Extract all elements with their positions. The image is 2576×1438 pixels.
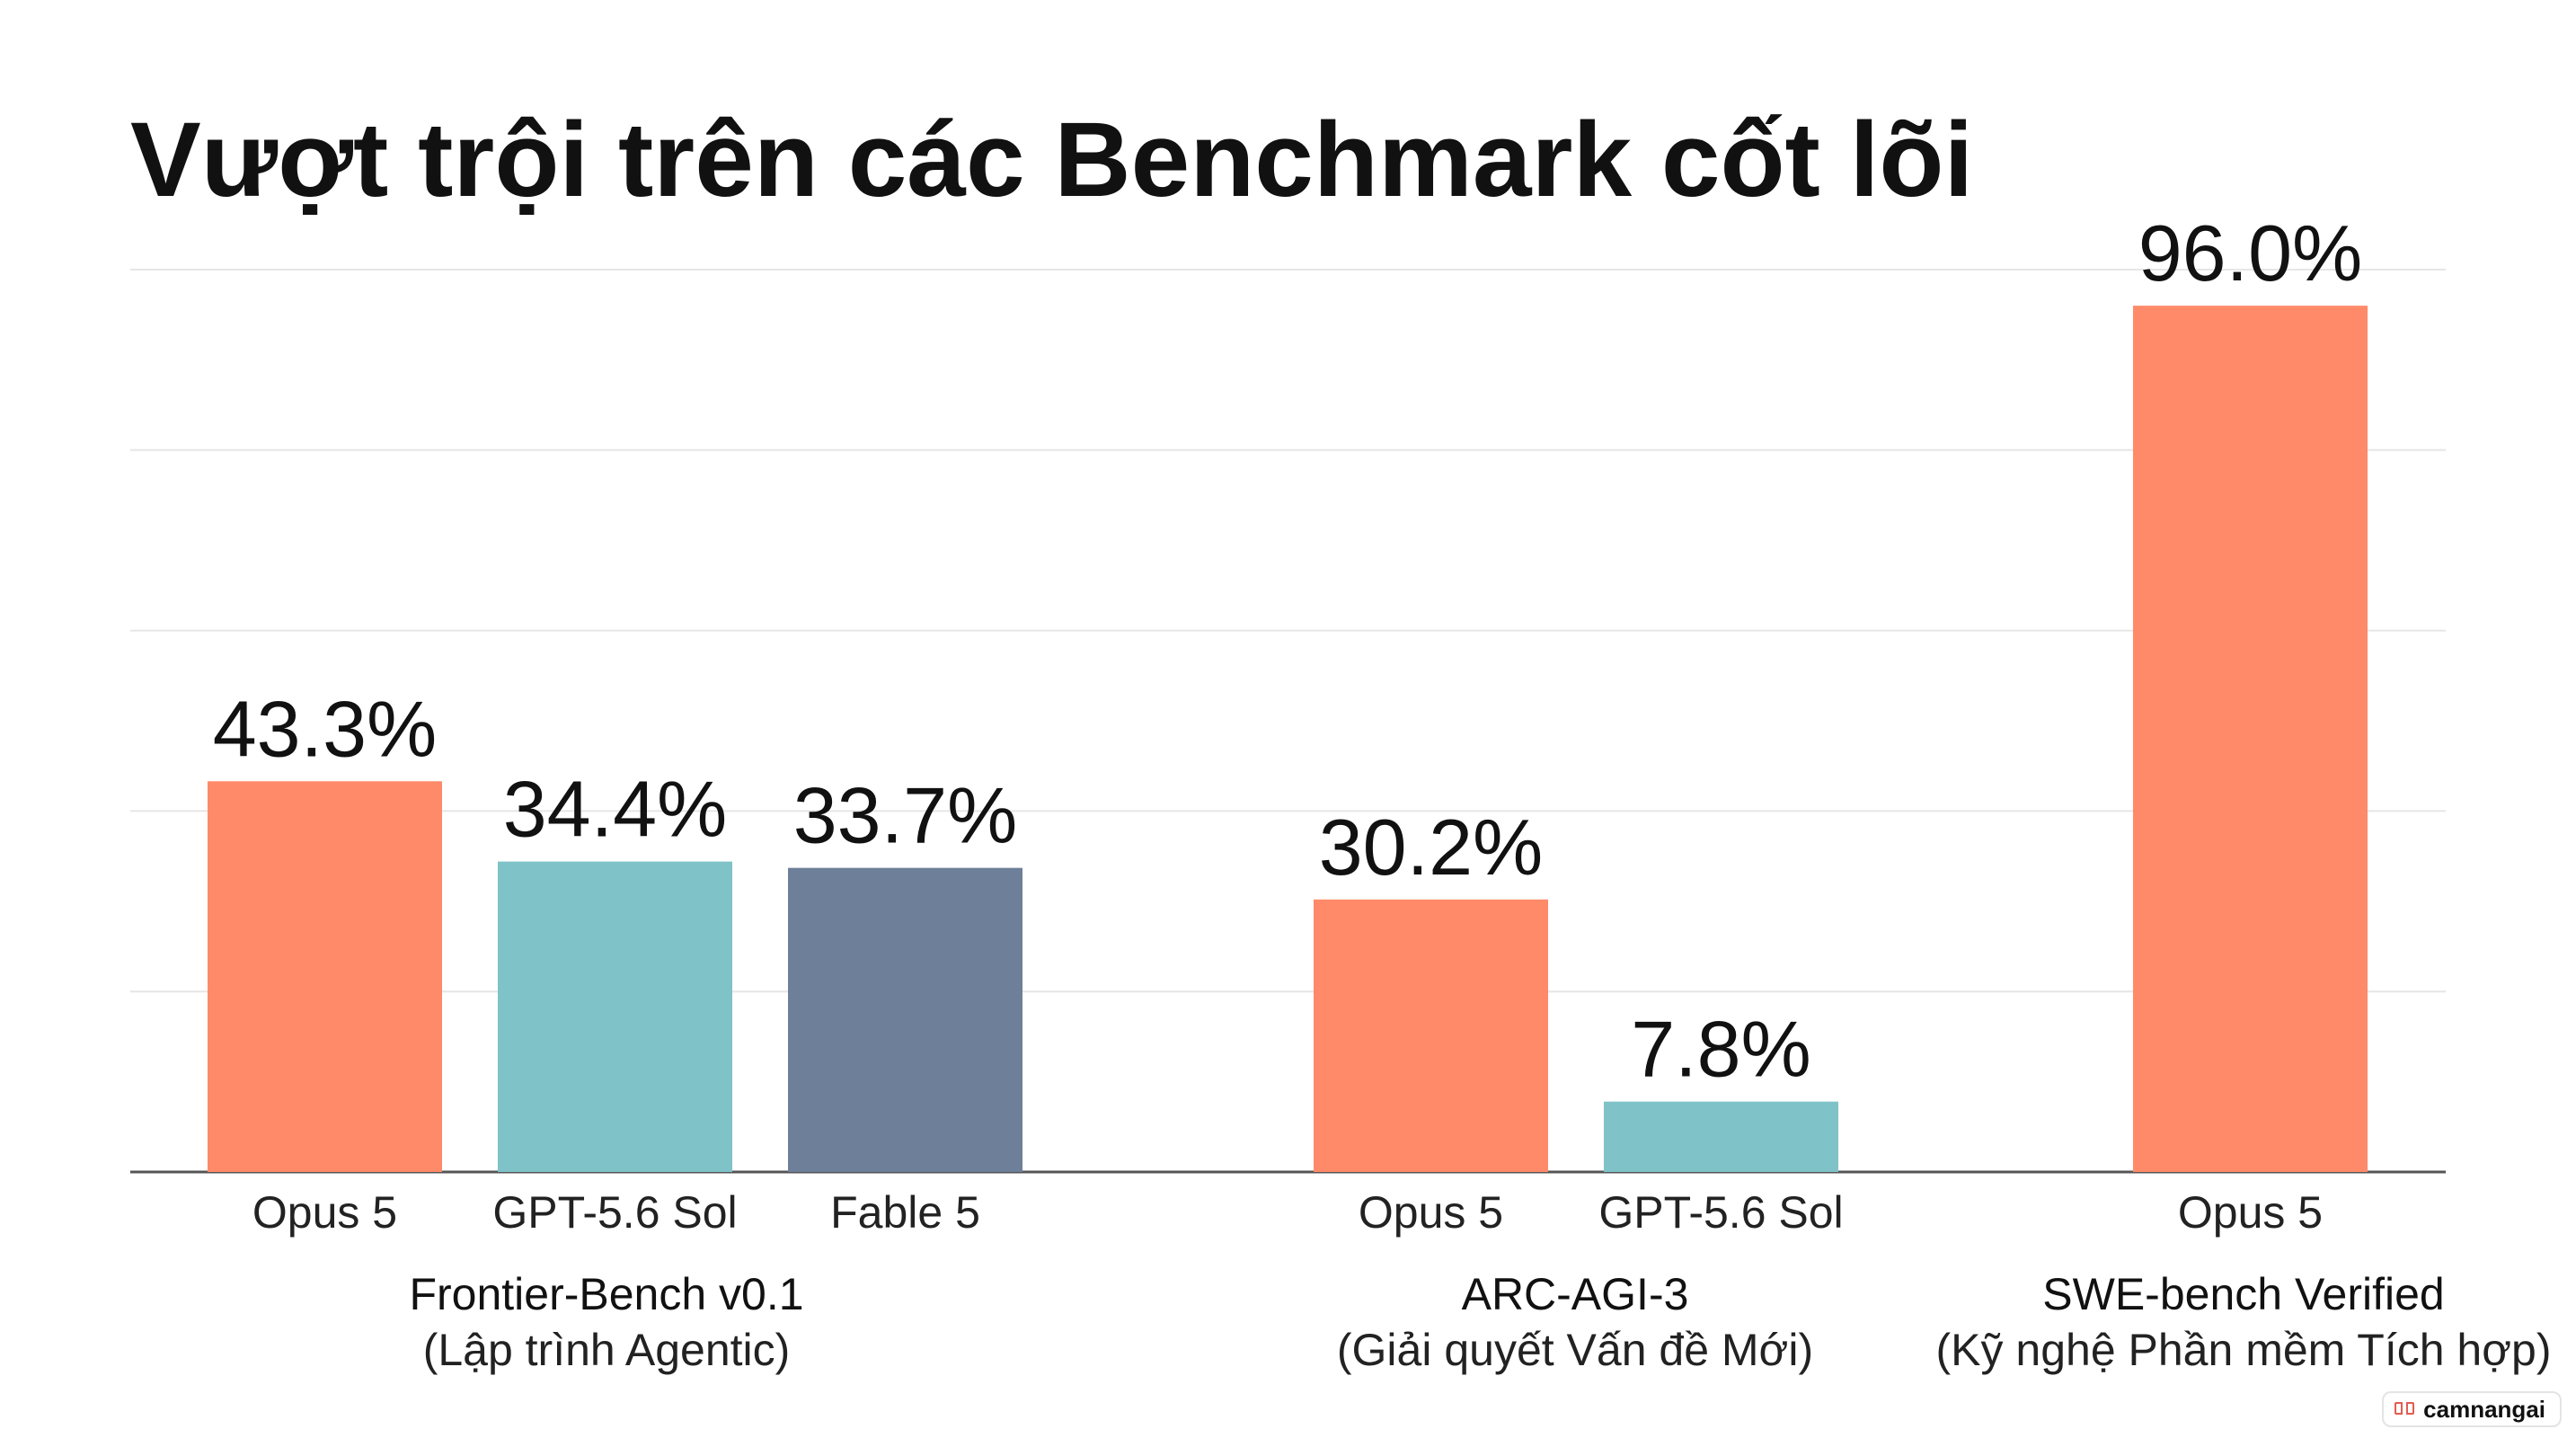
group-label: Frontier-Bench v0.1 bbox=[409, 1269, 803, 1319]
labels: 43.3% Opus 5 34.4% GPT-5.6 Sol 33.7% Fable 5 F… bbox=[213, 209, 2552, 1375]
bar-label: Fable 5 bbox=[830, 1187, 980, 1238]
bar bbox=[2133, 306, 2368, 1172]
bar bbox=[498, 861, 732, 1172]
bars bbox=[208, 306, 2368, 1172]
bar-label: Opus 5 bbox=[1359, 1187, 1503, 1238]
bar-label: Opus 5 bbox=[252, 1187, 397, 1238]
bar bbox=[1604, 1101, 1838, 1172]
group-sublabel: (Lập trình Agentic) bbox=[423, 1325, 791, 1375]
value-label: 7.8% bbox=[1631, 1005, 1811, 1094]
bar-label: GPT-5.6 Sol bbox=[492, 1187, 737, 1238]
value-label: 33.7% bbox=[793, 771, 1018, 860]
grid-lines bbox=[130, 269, 2446, 1174]
chart-title: Vượt trội trên các Benchmark cốt lõi bbox=[130, 101, 1973, 219]
value-label: 43.3% bbox=[213, 684, 438, 773]
bar-label: GPT-5.6 Sol bbox=[1598, 1187, 1843, 1238]
bar-label: Opus 5 bbox=[2178, 1187, 2323, 1238]
group-label: ARC-AGI-3 bbox=[1462, 1269, 1689, 1319]
bar bbox=[788, 867, 1022, 1172]
group-sublabel: (Giải quyết Vấn đề Mới) bbox=[1337, 1325, 1813, 1375]
value-label: 34.4% bbox=[503, 765, 728, 854]
watermark-text: camnangai bbox=[2423, 1396, 2545, 1423]
group-sublabel: (Kỹ nghệ Phần mềm Tích hợp) bbox=[1936, 1325, 2552, 1375]
bar bbox=[1314, 899, 1548, 1172]
book-icon bbox=[2395, 1402, 2415, 1416]
group-label: SWE-bench Verified bbox=[2042, 1269, 2444, 1319]
value-label: 30.2% bbox=[1319, 803, 1544, 892]
bar bbox=[208, 781, 442, 1172]
value-label: 96.0% bbox=[2138, 209, 2363, 297]
watermark-badge: camnangai bbox=[2382, 1391, 2562, 1427]
